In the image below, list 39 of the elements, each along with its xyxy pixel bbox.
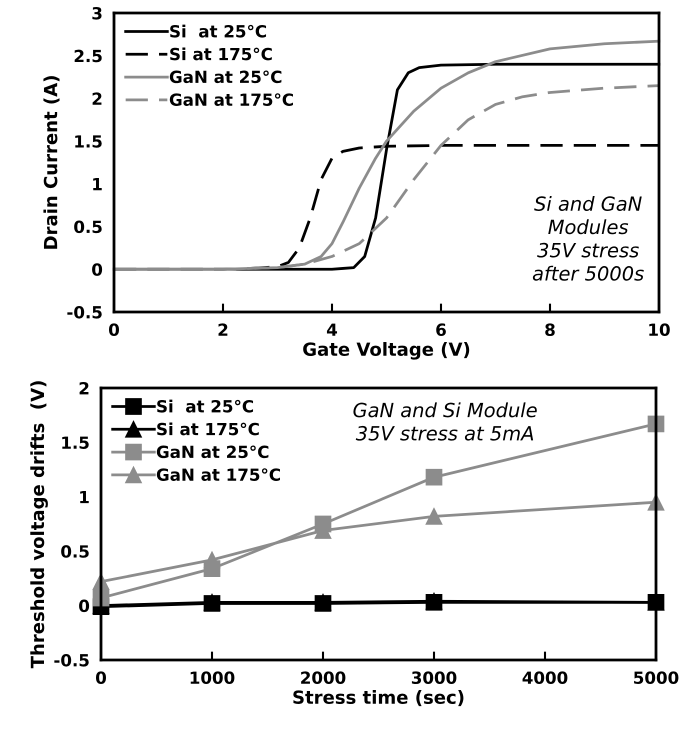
y-axis-title: Drain Current (A) xyxy=(43,76,60,249)
x-tick-label: 4 xyxy=(326,324,338,336)
y-tick-label: 2 xyxy=(80,382,88,394)
legend-label: Si at 175°C xyxy=(157,422,259,436)
x-tick-label: 8 xyxy=(545,323,555,336)
y-tick-label: 1 xyxy=(80,490,89,504)
y-tick-label: 0 xyxy=(92,263,102,276)
x-axis-title: Stress time (sec) xyxy=(293,690,464,706)
annotation: Si and GaN Modules 35V stress after 5000s xyxy=(532,196,644,281)
y-tick-label: 1 xyxy=(93,178,102,190)
x-tick-label: 0 xyxy=(109,323,119,336)
legend-label: Si at 25°C xyxy=(157,400,254,413)
x-axis-title: Gate Voltage (V) xyxy=(303,342,470,360)
legend-label: GaN at 175°C xyxy=(156,468,280,481)
x-tick-label: 2000 xyxy=(301,671,346,684)
x-tick-label: 3000 xyxy=(412,671,456,684)
legend-label: Si at 25°C xyxy=(170,24,266,38)
x-tick-label: 2 xyxy=(218,323,228,336)
x-tick-label: 4000 xyxy=(522,671,568,684)
y-tick-label: 0.5 xyxy=(61,545,89,558)
y-tick-label: 1.5 xyxy=(62,436,89,449)
y-tick-label: 0 xyxy=(79,600,90,612)
x-tick-label: 6 xyxy=(436,323,446,336)
x-tick-label: 5000 xyxy=(634,671,678,684)
y-tick-label: 0.5 xyxy=(74,220,102,234)
y-tick-label: 1.5 xyxy=(75,135,102,148)
x-tick-label: 10 xyxy=(649,323,670,336)
annotation: GaN and Si Module 35V stress at 5mA xyxy=(353,402,537,441)
y-tick-label: 2 xyxy=(92,92,102,105)
legend-label: GaN at 175°C xyxy=(170,93,293,106)
y-tick-label: -0.5 xyxy=(54,654,89,667)
y-tick-label: -0.5 xyxy=(67,306,102,319)
legend-label: Si at 175°C xyxy=(170,47,272,60)
y-tick-label: 2.5 xyxy=(74,50,102,62)
y-axis-title: Threshold voltage drifts (V) xyxy=(30,381,48,668)
legend-label: GaN at 25°C xyxy=(170,70,282,84)
x-tick-label: 1000 xyxy=(190,671,234,684)
legend-label: GaN at 25°C xyxy=(156,445,268,458)
y-tick-label: 3 xyxy=(92,6,102,20)
